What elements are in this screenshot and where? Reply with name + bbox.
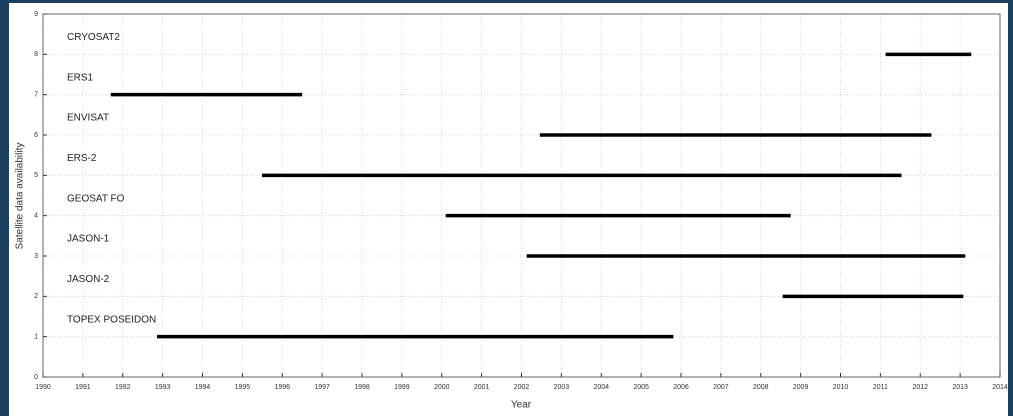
panel — [9, 3, 1008, 416]
x-tick-label: 1995 — [235, 384, 251, 391]
x-tick-label: 1996 — [274, 384, 290, 391]
y-tick-label: 5 — [34, 172, 38, 179]
satellite-label: CRYOSAT2 — [67, 32, 120, 43]
x-tick-label: 2009 — [793, 384, 809, 391]
x-tick-label: 1992 — [115, 384, 131, 391]
x-tick-label: 1994 — [195, 384, 211, 391]
x-tick-label: 2012 — [912, 384, 928, 391]
y-tick-label: 8 — [34, 51, 38, 58]
x-tick-label: 1990 — [35, 384, 51, 391]
satellite-label: JASON-1 — [67, 234, 110, 245]
x-tick-label: 2004 — [593, 384, 609, 391]
y-tick-label: 6 — [34, 132, 38, 139]
x-tick-label: 1997 — [314, 384, 330, 391]
satellite-label: TOPEX POSEIDON — [67, 314, 156, 325]
x-tick-label: 2014 — [992, 384, 1008, 391]
x-tick-label: 2011 — [873, 384, 888, 391]
satellite-label: ERS-2 — [67, 153, 97, 164]
x-tick-label: 2001 — [474, 384, 490, 391]
x-tick-label: 2006 — [673, 384, 689, 391]
x-tick-label: 2013 — [952, 384, 968, 391]
x-tick-label: 2003 — [554, 384, 570, 391]
y-axis-label: Satellite data availability — [15, 143, 26, 250]
x-tick-label: 1998 — [354, 384, 370, 391]
x-tick-label: 1991 — [75, 384, 91, 391]
y-tick-label: 4 — [34, 213, 38, 220]
y-tick-label: 2 — [34, 293, 38, 300]
y-tick-label: 9 — [34, 11, 38, 18]
y-tick-label: 3 — [34, 253, 38, 260]
y-tick-label: 1 — [34, 334, 38, 341]
satellite-label: GEOSAT FO — [67, 193, 125, 204]
x-tick-label: 2000 — [434, 384, 450, 391]
x-axis-label: Year — [511, 400, 532, 411]
satellite-label: ERS1 — [67, 72, 94, 83]
x-tick-label: 2002 — [514, 384, 530, 391]
x-tick-label: 2007 — [713, 384, 729, 391]
x-tick-label: 1993 — [155, 384, 171, 391]
x-tick-label: 2010 — [833, 384, 849, 391]
y-tick-label: 7 — [34, 92, 38, 99]
plot-frame — [42, 13, 1001, 378]
x-tick-label: 2005 — [633, 384, 649, 391]
satellite-label: JASON-2 — [67, 274, 110, 285]
x-tick-label: 1999 — [394, 384, 410, 391]
y-tick-label: 0 — [34, 374, 38, 381]
x-tick-label: 2008 — [753, 384, 769, 391]
satellite-label: ENVISAT — [67, 113, 109, 124]
